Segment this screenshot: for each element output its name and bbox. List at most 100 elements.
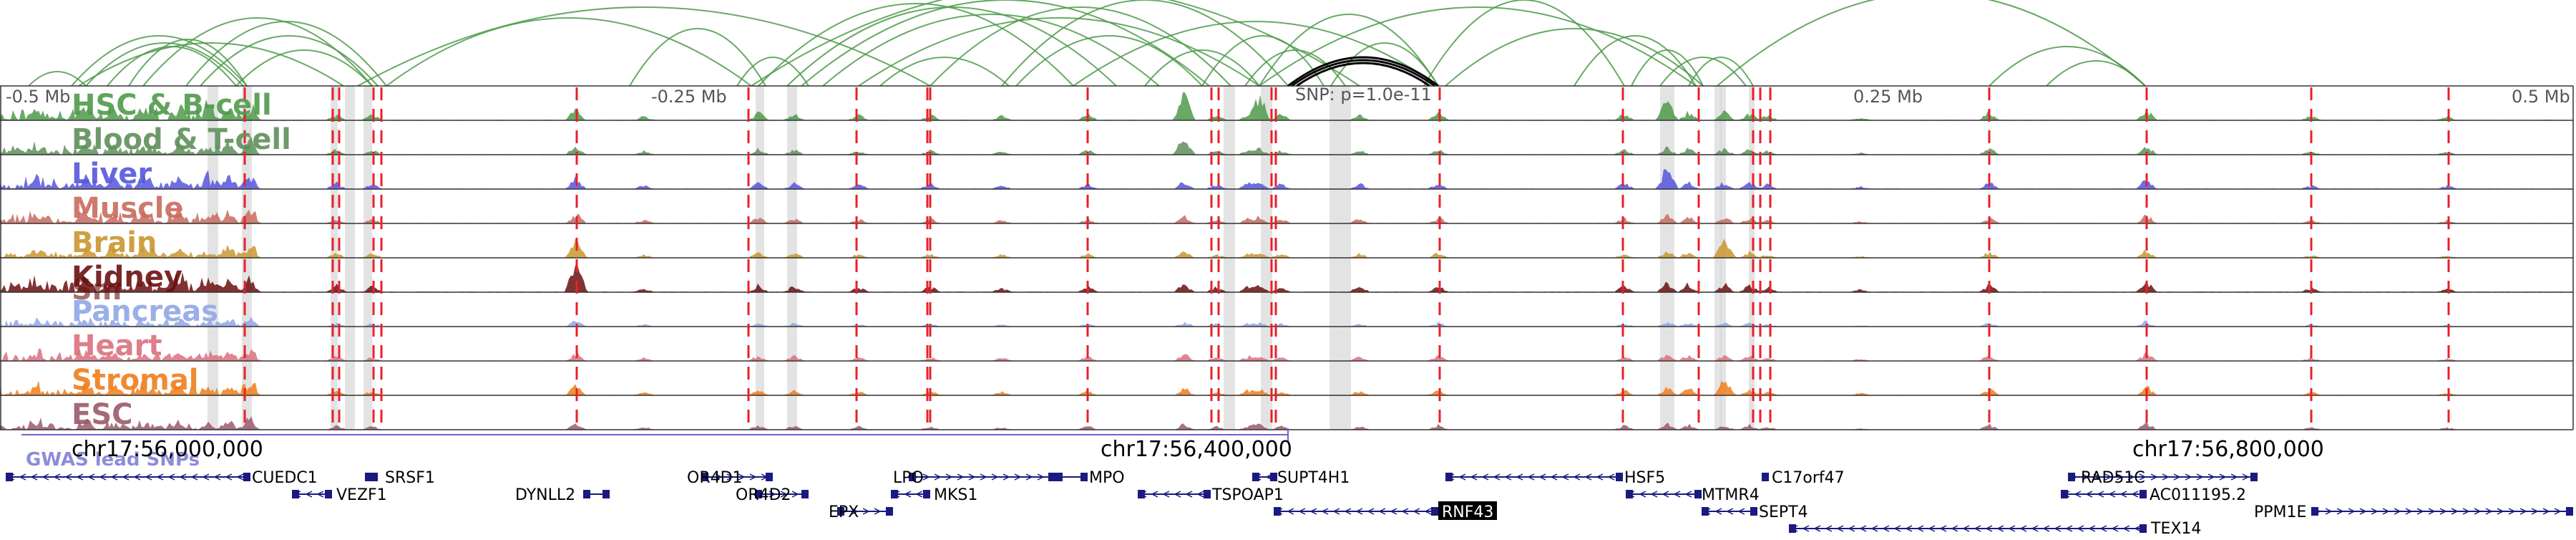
gene-strand-arrow (1596, 473, 1604, 481)
track-label-brain: Brain (72, 226, 157, 259)
gene-strand-arrow (2104, 473, 2112, 481)
gene-strand-arrow (76, 473, 84, 481)
gene-exon (886, 507, 893, 516)
gene-label-mpo: MPO (1089, 469, 1125, 487)
loop-arc (78, 42, 344, 87)
snp-arc (1291, 59, 1435, 87)
gene-strand-arrow (1684, 491, 1692, 498)
gene-strand-arrow (2531, 508, 2539, 515)
gene-strand-arrow (19, 473, 26, 481)
track-label-muscle: Muscle (72, 192, 184, 225)
gene-strand-arrow (2219, 473, 2227, 481)
gene-strand-arrow (1714, 508, 1722, 515)
gene-strand-arrow (213, 473, 221, 481)
gene-exon (1270, 473, 1277, 481)
loop-arc (1423, 0, 1625, 87)
loop-arc (142, 17, 373, 87)
gene-strand-arrow (2207, 473, 2215, 481)
gene-strand-arrow (2185, 473, 2192, 481)
gene-strand-arrow (1673, 491, 1681, 498)
loop-arc (758, 3, 1074, 87)
gene-exon (1252, 473, 1259, 481)
gene-strand-arrow (1662, 491, 1669, 498)
gene-strand-arrow (1825, 525, 1833, 532)
gene-strand-arrow (1650, 491, 1658, 498)
gene-marks (6, 473, 2573, 533)
gene-strand-arrow (749, 473, 757, 481)
gene-strand-arrow (42, 473, 49, 481)
loop-arc (858, 17, 1260, 87)
loop-arc (786, 6, 1117, 87)
gene-exon (1204, 490, 1211, 498)
gene-label-cuedc1: CUEDC1 (252, 469, 318, 487)
gene-strand-arrow (1996, 525, 2004, 532)
axis: -0.5 Mb -0.25 Mb SNP: p=1.0e-11 0.25 Mb … (6, 85, 2570, 107)
gene-exon (1789, 524, 1796, 533)
track-label-pancreas: Pancreas (72, 295, 218, 328)
peak-markers (243, 87, 2450, 430)
highlight-bands (208, 86, 1755, 430)
gene-strand-arrow (167, 473, 175, 481)
gene-strand-arrow (2077, 525, 2084, 532)
gene-strand-arrow (1893, 525, 1901, 532)
gene-label-mtmr4: MTMR4 (1702, 486, 1760, 504)
gene-strand-arrow (1516, 473, 1523, 481)
gene-strand-arrow (1321, 508, 1329, 515)
gene-exon (923, 490, 930, 498)
gene-strand-arrow (1813, 525, 1821, 532)
gene-strand-arrow (1527, 473, 1535, 481)
loop-arc (185, 21, 387, 87)
gene-strand-arrow (1014, 473, 1022, 481)
gene-strand-arrow (1870, 525, 1878, 532)
signal-6 (0, 317, 2573, 327)
gene-strand-arrow (1550, 473, 1558, 481)
gene-strand-arrow (225, 473, 233, 481)
loop-arc (629, 28, 766, 87)
gene-strand-arrow (1882, 525, 1890, 532)
gene-strand-arrow (980, 473, 987, 481)
gene-exon (602, 490, 610, 498)
loop-arc (1445, 28, 1704, 87)
track-label-liver: Liver (72, 158, 152, 191)
loop-arc (28, 71, 87, 87)
gene-strand-arrow (64, 473, 72, 481)
rnf43-highlight-box (1438, 501, 1497, 520)
gene-track: CUEDC1 SRSF1 VEZF1 DYNLL2 OR4D1 OR4D2 EP… (6, 469, 2573, 538)
gene-strand-arrow (1737, 508, 1745, 515)
gene-exon (1616, 473, 1623, 481)
snp-label: SNP: p=1.0e-11 (1295, 85, 1432, 105)
gene-strand-arrow (2134, 525, 2142, 532)
gene-label-dynll2: DYNLL2 (515, 486, 575, 504)
gene-strand-arrow (1196, 491, 1204, 498)
gene-strand-arrow (2139, 473, 2147, 481)
gene-strand-arrow (133, 473, 141, 481)
gene-exon (891, 490, 898, 498)
gene-strand-arrow (934, 473, 942, 481)
gene-strand-arrow (2093, 473, 2101, 481)
gene-exon (1055, 473, 1063, 481)
gene-strand-arrow (2394, 508, 2401, 515)
gene-strand-arrow (738, 473, 746, 481)
gene-exon (365, 473, 372, 481)
signal-1 (0, 136, 2573, 155)
loop-arc (1259, 14, 1439, 87)
gene-label-rnf43: RNF43 (1442, 503, 1493, 521)
gene-strand-arrow (2162, 473, 2170, 481)
track-labels: HSC & B-cell Blood & T-cell Liver Muscle… (72, 89, 291, 431)
gene-label-sept4: SEPT4 (1759, 503, 1808, 521)
gene-label-or4d1: OR4D1 (687, 469, 743, 487)
gene-strand-arrow (2462, 508, 2470, 515)
gene-strand-arrow (316, 491, 324, 498)
signal-0 (0, 92, 2573, 120)
track-label-stromal: Stromal (72, 364, 199, 397)
loop-arc (801, 0, 1210, 87)
gene-strand-arrow (851, 508, 859, 515)
track-label-hsc: HSC & B-cell (72, 89, 272, 122)
loop-arc (930, 6, 1231, 87)
gene-label-supt4h1: SUPT4H1 (1277, 469, 1350, 487)
gene-strand-arrow (87, 473, 95, 481)
gene-strand-arrow (1962, 525, 1970, 532)
gene-strand-arrow (780, 491, 788, 498)
gene-exon (2311, 507, 2318, 516)
gene-strand-arrow (1424, 508, 1432, 515)
